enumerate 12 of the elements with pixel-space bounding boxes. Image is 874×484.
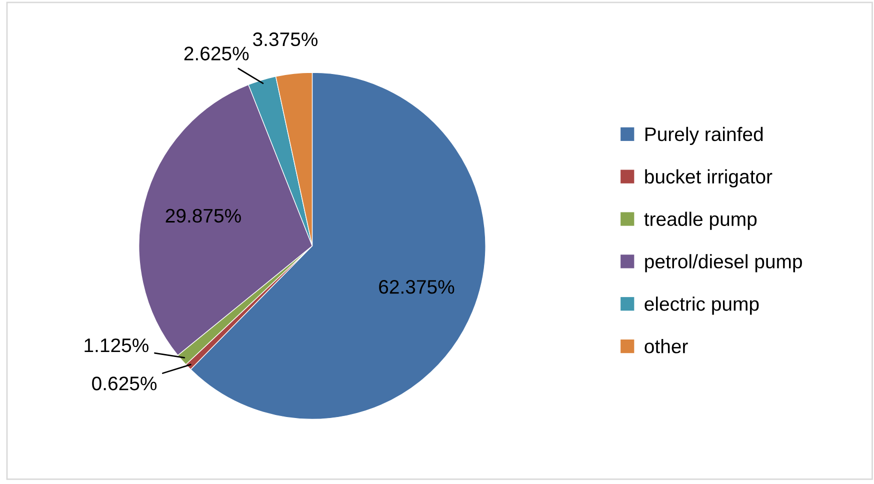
data-label: 3.375%	[253, 32, 318, 46]
legend-label: Purely rainfed	[645, 126, 763, 145]
data-label: 0.625%	[92, 376, 157, 390]
data-label: 62.375%	[379, 280, 454, 294]
legend-label: other	[644, 339, 688, 354]
data-label: 2.625%	[184, 46, 249, 60]
data-label: 29.875%	[166, 208, 241, 223]
legend-label: electric pump	[644, 296, 759, 315]
legend-label: petrol/diesel pump	[645, 254, 802, 272]
legend-label: treadle pump	[644, 212, 757, 230]
data-label: 1.125%	[84, 338, 148, 352]
legend-label: bucket irrigator	[645, 169, 772, 188]
